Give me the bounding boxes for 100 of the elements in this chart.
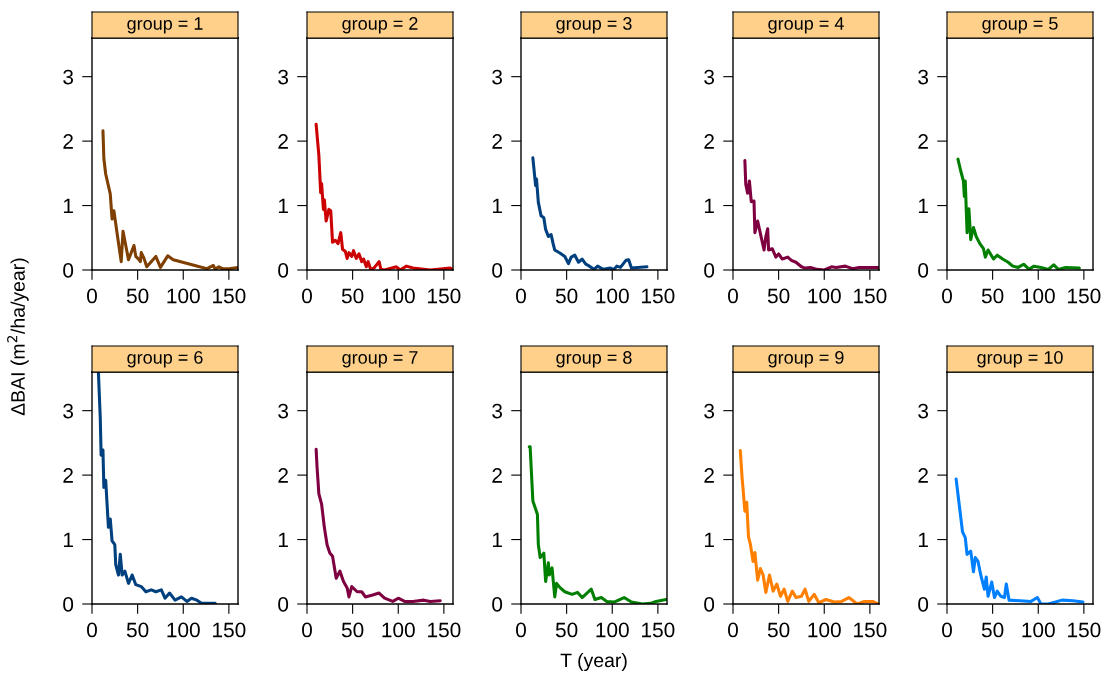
chart-title: group = 5 [982, 17, 1058, 34]
chart-title: group = 9 [768, 351, 844, 368]
x-tick-label: 0 [302, 622, 312, 638]
x-tick-label: 50 [767, 288, 790, 304]
line-series [314, 447, 442, 603]
y-tick-label: 3 [918, 403, 929, 419]
y-tick-label: 0 [704, 597, 715, 612]
x-tick-label: 0 [942, 622, 952, 638]
x-tick-label: 50 [126, 288, 149, 304]
x-tick-label: 0 [942, 288, 952, 304]
x-tick-label: 50 [555, 622, 578, 638]
y-tick-label: 1 [492, 198, 502, 214]
x-tick-label: 0 [728, 288, 738, 304]
x-tick-label: 0 [302, 288, 312, 304]
y-tick-label: 2 [918, 134, 928, 149]
x-tick-label: 150 [213, 288, 246, 304]
x-tick-label: 100 [382, 288, 415, 304]
y-tick-label: 0 [704, 263, 715, 278]
x-tick-label: 150 [213, 622, 246, 638]
chart-title: group = 6 [127, 351, 203, 368]
chart-title: group = 10 [977, 351, 1063, 368]
y-tick-label: 3 [492, 403, 503, 419]
y-tick-label: 3 [704, 69, 715, 85]
x-tick-label: 0 [87, 288, 97, 304]
x-tick-label: 100 [596, 622, 629, 638]
y-tick-label: 3 [918, 69, 929, 85]
y-tick-label: 1 [918, 532, 928, 548]
x-tick-label: 100 [1022, 288, 1055, 304]
x-tick-label: 100 [167, 622, 200, 638]
y-tick-label: 3 [63, 403, 74, 419]
y-tick-label: 2 [278, 134, 288, 149]
x-tick-label: 0 [516, 288, 526, 304]
x-tick-label: 50 [126, 622, 149, 638]
y-tick-label: 1 [278, 198, 288, 214]
x-tick-label: 50 [981, 622, 1004, 638]
chart-title: group = 3 [556, 17, 632, 34]
x-tick-label: 150 [428, 288, 461, 304]
chart-title: group = 8 [556, 351, 632, 368]
y-tick-label: 3 [704, 403, 715, 419]
x-tick-label: 50 [341, 622, 364, 638]
x-tick-label: 150 [428, 622, 461, 638]
x-tick-label: 100 [382, 622, 415, 638]
y-tick-label: 0 [63, 263, 74, 278]
y-tick-label: 0 [918, 597, 929, 612]
x-tick-label: 0 [728, 622, 738, 638]
y-tick-label: 2 [704, 468, 714, 483]
y-tick-label: 2 [278, 468, 288, 483]
x-tick-label: 150 [1068, 622, 1101, 638]
y-tick-label: 2 [492, 134, 502, 149]
y-tick-label: 1 [492, 532, 502, 548]
chart-title: group = 7 [342, 351, 418, 368]
y-tick-label: 0 [63, 597, 74, 612]
y-tick-label: 1 [918, 198, 928, 214]
line-series [314, 122, 453, 270]
x-tick-label: 0 [516, 622, 526, 638]
y-tick-label: 3 [278, 69, 289, 85]
y-tick-label: 2 [918, 468, 928, 483]
x-tick-label: 50 [767, 622, 790, 638]
y-tick-label: 0 [278, 263, 289, 278]
y-tick-label: 3 [278, 403, 289, 419]
x-tick-label: 100 [1022, 622, 1055, 638]
line-series [101, 129, 238, 270]
x-tick-label: 50 [555, 288, 578, 304]
line-series [954, 477, 1085, 604]
y-tick-label: 0 [918, 263, 929, 278]
x-tick-label: 0 [87, 622, 97, 638]
chart-title: group = 1 [127, 17, 203, 34]
x-tick-label: 150 [642, 288, 675, 304]
chart-title: group = 2 [342, 17, 418, 34]
x-tick-label: 100 [596, 288, 629, 304]
y-tick-label: 1 [704, 532, 714, 548]
y-tick-label: 0 [492, 263, 503, 278]
x-tick-label: 150 [854, 622, 887, 638]
y-axis-title: ΔBAI (m$^{2}$/ha/year) [7, 258, 29, 416]
y-tick-label: 0 [278, 597, 289, 612]
y-tick-label: 3 [492, 69, 503, 85]
x-tick-label: 100 [167, 288, 200, 304]
x-tick-label: 100 [808, 288, 841, 304]
line-series [527, 445, 667, 604]
y-tick-label: 3 [63, 69, 74, 85]
line-series [743, 158, 879, 270]
line-series [738, 449, 879, 604]
y-tick-label: 2 [63, 468, 73, 483]
x-tick-label: 50 [981, 288, 1004, 304]
line-series [96, 372, 217, 604]
y-tick-label: 2 [704, 134, 714, 149]
y-tick-label: 1 [63, 532, 73, 548]
y-tick-label: 1 [63, 198, 73, 214]
x-tick-label: 150 [642, 622, 675, 638]
y-tick-label: 2 [63, 134, 73, 149]
y-tick-label: 2 [492, 468, 502, 483]
line-series [956, 157, 1081, 270]
line-series [531, 156, 649, 270]
x-tick-label: 150 [1068, 288, 1101, 304]
x-axis-title: T (year) [560, 652, 627, 672]
chart-title: group = 4 [768, 17, 844, 34]
x-tick-label: 50 [341, 288, 364, 304]
y-tick-label: 1 [704, 198, 714, 214]
x-tick-label: 100 [808, 622, 841, 638]
y-tick-label: 0 [492, 597, 503, 612]
